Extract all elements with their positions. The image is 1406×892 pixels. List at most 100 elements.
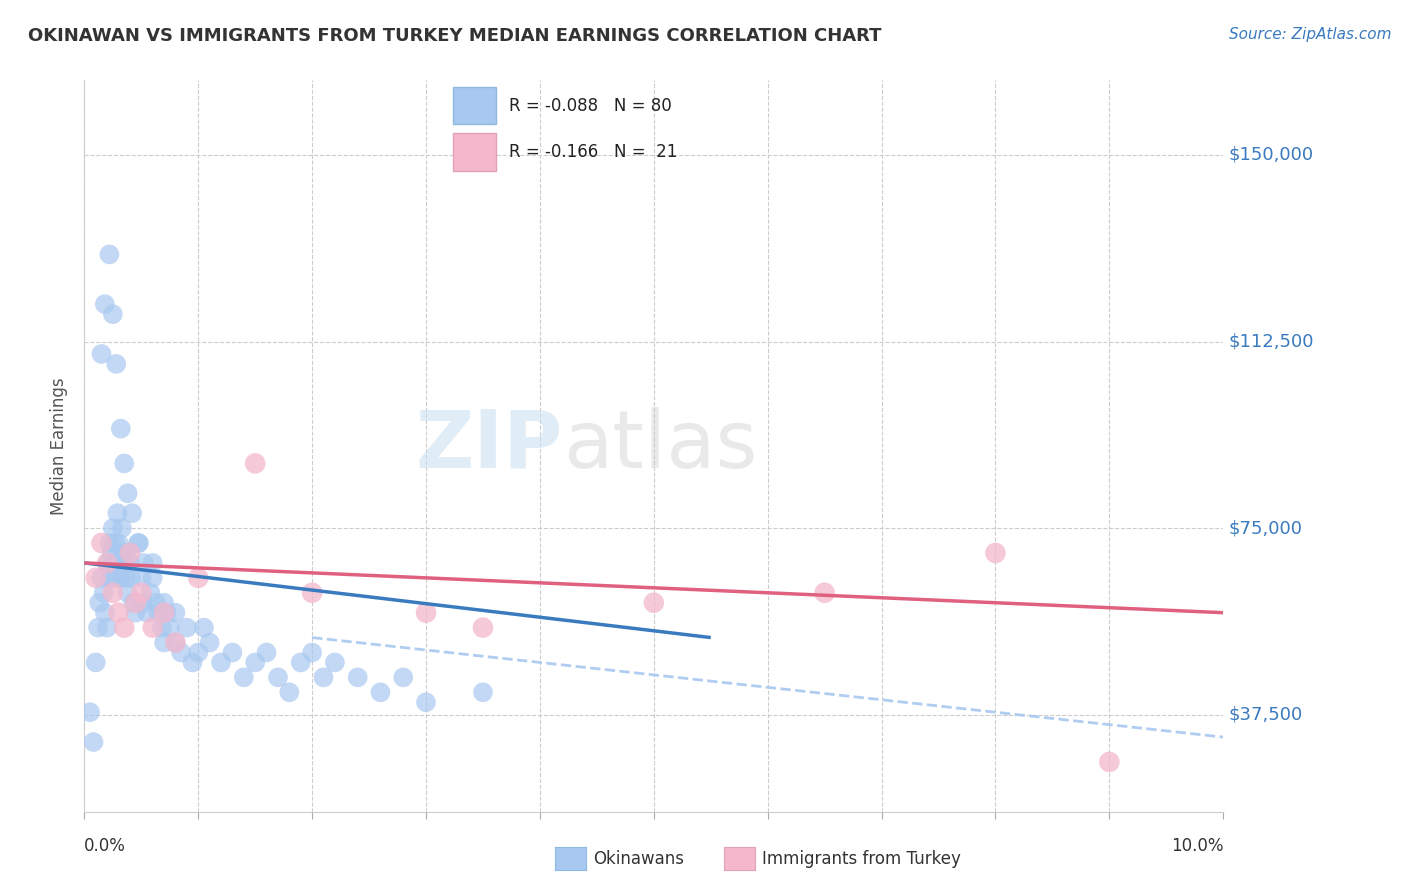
Text: $112,500: $112,500 bbox=[1229, 333, 1315, 351]
Text: ZIP: ZIP bbox=[415, 407, 562, 485]
Point bbox=[120, 571, 142, 585]
Point bbox=[97, 556, 120, 570]
Point bbox=[148, 606, 170, 620]
Point bbox=[1098, 755, 1121, 769]
Point bbox=[142, 571, 165, 585]
Point bbox=[124, 606, 146, 620]
Point bbox=[221, 645, 243, 659]
Point bbox=[181, 656, 204, 670]
Point bbox=[323, 656, 346, 670]
Point bbox=[90, 347, 112, 361]
Point bbox=[107, 606, 129, 620]
Point bbox=[153, 596, 176, 610]
Text: atlas: atlas bbox=[562, 407, 756, 485]
Point bbox=[104, 536, 127, 550]
Point bbox=[142, 621, 165, 635]
Point bbox=[232, 670, 254, 684]
Y-axis label: Median Earnings: Median Earnings bbox=[51, 377, 69, 515]
Point bbox=[101, 586, 124, 600]
Point bbox=[301, 645, 323, 659]
Point bbox=[145, 596, 167, 610]
Text: R = -0.166   N =  21: R = -0.166 N = 21 bbox=[509, 143, 678, 161]
Point bbox=[90, 571, 112, 585]
Point bbox=[118, 556, 141, 570]
Text: 0.0%: 0.0% bbox=[84, 837, 127, 855]
Point bbox=[128, 536, 150, 550]
Point bbox=[472, 621, 495, 635]
Text: 10.0%: 10.0% bbox=[1171, 837, 1223, 855]
Text: R = -0.088   N = 80: R = -0.088 N = 80 bbox=[509, 97, 672, 115]
Point bbox=[111, 521, 134, 535]
Point bbox=[984, 546, 1007, 560]
Point bbox=[112, 556, 135, 570]
Point bbox=[103, 556, 125, 570]
Text: Immigrants from Turkey: Immigrants from Turkey bbox=[762, 850, 960, 868]
Point bbox=[245, 656, 267, 670]
Point bbox=[415, 695, 437, 709]
Text: Okinawans: Okinawans bbox=[593, 850, 685, 868]
Point bbox=[122, 596, 145, 610]
Point bbox=[96, 556, 118, 570]
Point bbox=[117, 486, 139, 500]
Point bbox=[84, 656, 107, 670]
Text: $150,000: $150,000 bbox=[1229, 146, 1315, 164]
Point bbox=[89, 596, 111, 610]
Point bbox=[165, 606, 187, 620]
Point bbox=[124, 596, 146, 610]
Point bbox=[139, 586, 162, 600]
Point bbox=[105, 506, 128, 520]
Point bbox=[131, 586, 153, 600]
Point bbox=[193, 621, 215, 635]
Point bbox=[165, 635, 187, 649]
Text: OKINAWAN VS IMMIGRANTS FROM TURKEY MEDIAN EARNINGS CORRELATION CHART: OKINAWAN VS IMMIGRANTS FROM TURKEY MEDIA… bbox=[28, 27, 882, 45]
Point bbox=[814, 586, 837, 600]
Point bbox=[153, 606, 176, 620]
Point bbox=[312, 670, 335, 684]
Point bbox=[301, 586, 323, 600]
Point bbox=[187, 571, 209, 585]
Point bbox=[118, 546, 141, 560]
Point bbox=[127, 536, 149, 550]
Point bbox=[105, 357, 128, 371]
Point bbox=[87, 621, 110, 635]
Point bbox=[159, 621, 181, 635]
Point bbox=[100, 546, 122, 560]
Point bbox=[94, 297, 117, 311]
Point bbox=[131, 571, 153, 585]
Point bbox=[112, 621, 135, 635]
Point bbox=[150, 621, 173, 635]
Point bbox=[643, 596, 665, 610]
Point bbox=[100, 571, 122, 585]
Point bbox=[142, 556, 165, 570]
Text: $75,000: $75,000 bbox=[1229, 519, 1303, 537]
Point bbox=[256, 645, 278, 659]
Point bbox=[153, 635, 176, 649]
Point bbox=[209, 656, 232, 670]
Point bbox=[278, 685, 301, 699]
Point bbox=[112, 546, 135, 560]
FancyBboxPatch shape bbox=[453, 87, 496, 124]
Point bbox=[82, 735, 104, 749]
Text: $37,500: $37,500 bbox=[1229, 706, 1303, 723]
Point bbox=[290, 656, 312, 670]
Point bbox=[107, 536, 129, 550]
Point bbox=[187, 645, 209, 659]
Point bbox=[267, 670, 290, 684]
Point bbox=[346, 670, 368, 684]
Point bbox=[176, 621, 198, 635]
FancyBboxPatch shape bbox=[453, 133, 496, 170]
Point bbox=[415, 606, 437, 620]
Point bbox=[98, 247, 121, 261]
Point bbox=[84, 571, 107, 585]
Point bbox=[472, 685, 495, 699]
Point bbox=[101, 521, 124, 535]
Point bbox=[132, 556, 155, 570]
Point bbox=[132, 596, 155, 610]
Point bbox=[79, 705, 101, 719]
Point bbox=[170, 645, 193, 659]
Point bbox=[115, 546, 138, 560]
Point bbox=[392, 670, 415, 684]
Point bbox=[98, 536, 121, 550]
Point bbox=[93, 586, 115, 600]
Point bbox=[117, 586, 139, 600]
